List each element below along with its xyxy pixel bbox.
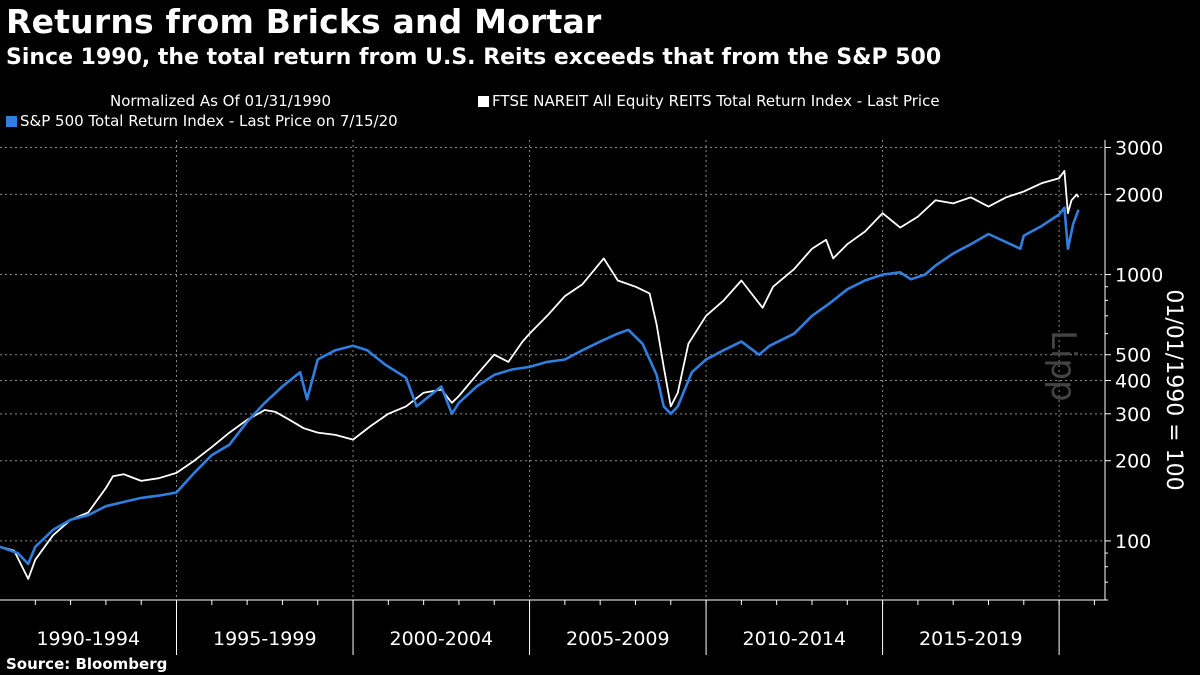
x-group-label: 2015-2019: [919, 628, 1023, 650]
x-group-label: 2010-2014: [743, 628, 847, 650]
y-tick-label: 200: [1115, 451, 1151, 473]
x-group-label: 1990-1994: [36, 628, 140, 650]
legend-label-spx: S&P 500 Total Return Index - Last Price …: [20, 112, 398, 130]
y-tick-label: 2000: [1115, 184, 1163, 206]
legend-swatch-spx: [6, 116, 17, 127]
legend-normalized-note: Normalized As Of 01/31/1990: [110, 92, 331, 110]
series-line-spx: [0, 206, 1080, 566]
x-group-label: 2000-2004: [390, 628, 494, 650]
watermark-logo: Lipp: [1043, 330, 1083, 402]
source-note: Source: Bloomberg: [6, 655, 168, 673]
y-tick-label: 1000: [1115, 265, 1163, 287]
legend-entry-reit: FTSE NAREIT All Equity REITS Total Retur…: [478, 92, 940, 110]
chart-title: Returns from Bricks and Mortar: [6, 2, 602, 41]
y-tick-label: 100: [1115, 531, 1151, 553]
y-tick-label: 3000: [1115, 137, 1163, 159]
chart-subtitle: Since 1990, the total return from U.S. R…: [6, 45, 942, 70]
legend-swatch-reit: [478, 96, 489, 107]
legend-label-reit: FTSE NAREIT All Equity REITS Total Retur…: [492, 92, 940, 110]
x-group-label: 1995-1999: [213, 628, 317, 650]
series-line-reit: [0, 169, 1080, 580]
y-tick-label: 500: [1115, 345, 1151, 367]
y-tick-label: 300: [1115, 404, 1151, 426]
legend-entry-spx: S&P 500 Total Return Index - Last Price …: [6, 112, 398, 130]
y-tick-label: 400: [1115, 371, 1151, 393]
x-group-label: 2005-2009: [566, 628, 670, 650]
